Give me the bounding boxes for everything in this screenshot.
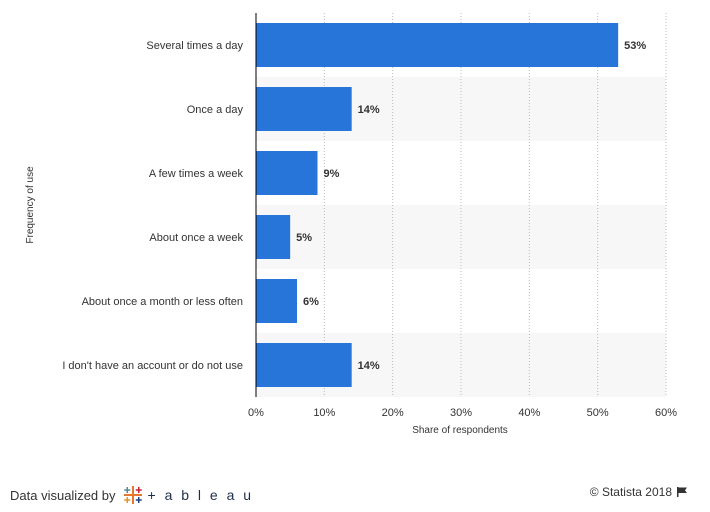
bar [256,279,297,323]
x-tick-label: 10% [313,407,335,419]
category-labels: Several times a day Once a day A few times… [62,40,243,372]
footer-copyright[interactable]: © Statista 2018 [590,485,688,499]
tableau-wordmark: + a b l e a u [147,487,254,503]
x-axis-title: Share of respondents [412,425,508,436]
bar [256,151,318,195]
data-visualized-by-text: Data visualized by [10,487,116,503]
flag-icon [677,487,687,497]
value-label: 14% [358,104,380,116]
x-tick-label: 50% [587,407,609,419]
x-tick-label: 0% [248,407,264,419]
category-label: I don't have an account or do not use [62,360,243,372]
category-label: A few times a week [149,168,244,180]
bars [256,23,619,387]
y-axis-title: Frequency of use [25,166,36,244]
x-tick-label: 40% [518,407,540,419]
category-label: About once a month or less often [82,296,243,308]
tableau-logo-icon [123,486,142,504]
bar [256,215,291,259]
bar-chart: Several times a day Once a day A few times… [25,13,677,436]
value-label: 9% [324,168,340,180]
value-label: 53% [624,40,646,52]
bar [256,87,352,131]
grid-lines [323,13,667,397]
category-label: Several times a day [146,40,243,52]
x-tick-label: 30% [450,407,472,419]
x-tick-labels: 0% 10% 20% 30% 40% 50% 60% [248,407,677,419]
value-label: 14% [358,360,380,372]
category-label: About once a week [149,232,243,244]
value-label: 5% [296,232,312,244]
copyright-text: © Statista 2018 [589,485,672,499]
x-tick-label: 60% [655,407,677,419]
footer-attribution[interactable]: Data visualized by + a b l e a u [10,484,254,506]
value-labels: 53% 14% 9% 5% 6% 14% [296,40,646,372]
row-band [256,205,666,269]
category-label: Once a day [187,104,244,116]
bar [256,343,352,387]
x-tick-label: 20% [382,407,404,419]
bar [256,23,619,67]
value-label: 6% [303,296,319,308]
